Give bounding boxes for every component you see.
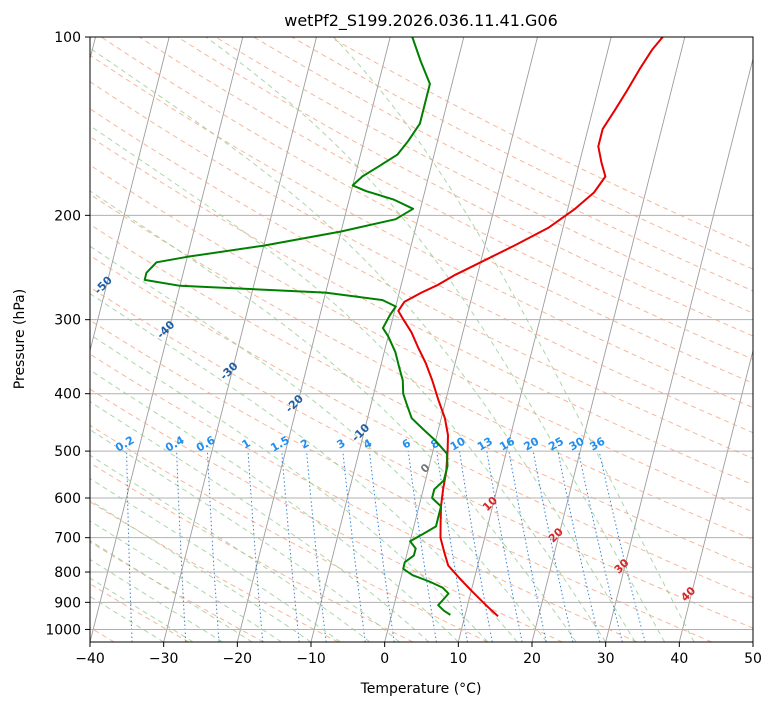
isotherm-line: [90, 37, 244, 642]
dry-adiabat-line: [100, 37, 753, 384]
plot-frame: [89, 36, 754, 643]
isotherm-line: [236, 37, 391, 642]
isotherm-line: [457, 37, 612, 642]
y-axis-label: Pressure (hPa): [12, 289, 28, 389]
moist-adiabat-line: [90, 125, 607, 642]
dry-adiabat-line: [215, 37, 753, 314]
x-tick-label: 10: [449, 651, 467, 667]
mixing-ratio-line: [486, 451, 523, 642]
y-tick-label: 700: [54, 531, 81, 547]
isotherm-line: [678, 348, 753, 642]
y-tick-label: 900: [54, 595, 81, 611]
x-tick-label: 50: [744, 651, 762, 667]
mixing-ratio-line: [508, 451, 547, 642]
mixing-ratio-line: [459, 451, 493, 642]
x-tick-label: −10: [296, 651, 326, 667]
dry-adiabat-line: [177, 37, 753, 337]
y-tick-label: 300: [54, 313, 81, 329]
y-tick-label: 1000: [45, 622, 81, 638]
moist-adiabat-line: [333, 37, 695, 642]
y-tick-label: 600: [54, 491, 81, 507]
x-axis-label: Temperature (°C): [360, 681, 482, 697]
y-tick-label: 500: [54, 444, 81, 460]
dry-adiabat-label: -60: [30, 226, 53, 249]
y-tick-label: 400: [54, 387, 81, 403]
isotherm-line: [752, 640, 753, 642]
pressure-grid-lines: [90, 37, 753, 630]
dry-adiabat-line: [90, 388, 563, 642]
x-tick-label: 30: [597, 651, 615, 667]
mixing-ratio-line: [557, 451, 601, 642]
dry-adiabat-line: [90, 193, 753, 541]
mixing-ratio-line: [368, 451, 395, 642]
temperature-profile-line: [397, 37, 664, 617]
dry-adiabat-line: [90, 81, 753, 434]
dewpoint-profile-line: [143, 37, 451, 616]
profile-series: [143, 37, 664, 617]
isotherm-line: [310, 37, 465, 642]
x-tick-label: −30: [149, 651, 179, 667]
moist-adiabat-line: [90, 47, 636, 642]
dry-adiabat-line: [90, 319, 712, 642]
moist-adiabat-line: [90, 499, 312, 642]
moist-adiabat-line: [90, 369, 459, 642]
moist-adiabat-line: [205, 37, 666, 642]
plot-background: [90, 37, 753, 642]
x-tick-label: 40: [670, 651, 688, 667]
x-tick-label: 0: [380, 651, 389, 667]
y-tick-label: 100: [54, 30, 81, 46]
x-tick-label: 20: [523, 651, 541, 667]
moist-adiabat-line: [90, 400, 430, 642]
mixing-ratio-line: [342, 451, 366, 642]
dry-adiabat-line: [329, 37, 753, 249]
y-tick-label: 200: [54, 208, 81, 224]
dry-adiabat-line: [90, 353, 638, 642]
x-axis-ticks: −40 −30 −20 −10 0 10 20 30 40 50: [75, 642, 762, 667]
moist-adiabat-line: [90, 333, 489, 642]
chart-title: wetPf2_S199.2026.036.11.41.G06: [284, 11, 558, 31]
isotherm-line: [605, 56, 753, 642]
moist-adiabat-line: [90, 477, 341, 642]
mixing-ratio-line: [306, 451, 327, 642]
dry-adiabat-line: [90, 136, 753, 486]
moist-adiabat-line: [90, 429, 400, 642]
dry-adiabat-line: [90, 501, 339, 642]
y-axis-ticks: 100 200 300 400 500 600 700 800 900 1000: [45, 30, 90, 638]
x-tick-label: −20: [223, 651, 253, 667]
x-tick-label: −40: [75, 651, 105, 667]
mixing-ratio-line: [577, 450, 623, 642]
mixing-ratio-line: [532, 451, 574, 642]
dry-adiabat-line: [291, 37, 753, 270]
y-tick-label: 800: [54, 565, 81, 581]
mixing-ratio-line: [407, 451, 437, 642]
mixing-ratio-line: [598, 450, 646, 642]
isotherm-line: [90, 37, 170, 353]
moist-adiabat-line: [90, 190, 577, 642]
dry-adiabat-line: [90, 223, 753, 569]
dry-adiabat-line: [90, 254, 753, 599]
isotherm-line: [531, 37, 686, 642]
